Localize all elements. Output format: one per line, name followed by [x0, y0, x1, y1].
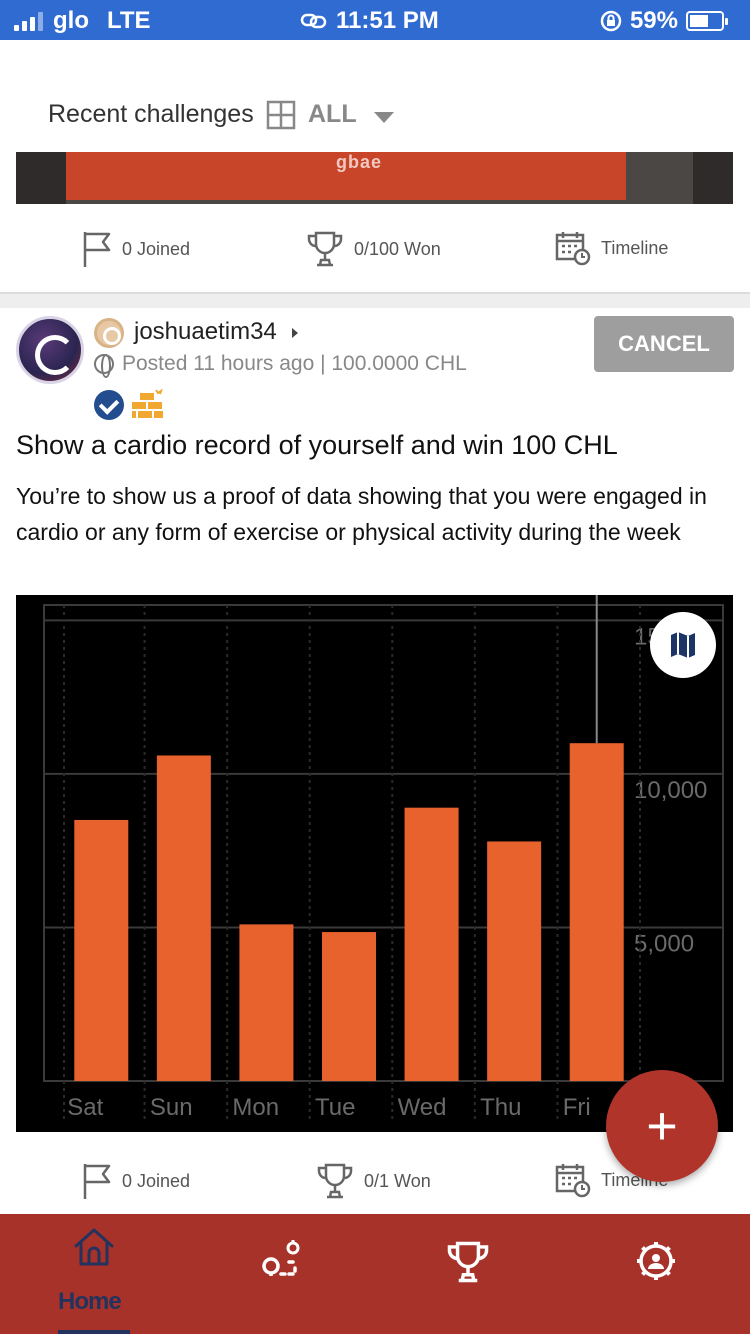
clock: 11:51 PM — [336, 7, 439, 34]
flag-icon — [83, 1164, 111, 1199]
page-title: Recent challenges — [48, 100, 254, 128]
timeline-button[interactable]: Timeline — [555, 1162, 668, 1198]
map-route-icon — [262, 1240, 300, 1276]
y-tick-label: 5,000 — [634, 930, 694, 957]
active-tab-indicator — [58, 1330, 130, 1334]
x-tick-label: Sat — [67, 1094, 103, 1121]
challenge-title: Show a cardio record of yourself and win… — [16, 430, 618, 460]
challenge-image[interactable]: gbae — [16, 152, 733, 204]
challenge-card: gbae 0 Joined 0/100 Won — [0, 152, 750, 292]
trophy-icon — [447, 1241, 489, 1283]
chevron-down-icon[interactable] — [374, 112, 394, 123]
card-divider — [0, 292, 750, 308]
nav-label-home: Home — [58, 1288, 122, 1315]
x-tick-label: Mon — [232, 1094, 279, 1121]
bar-mon — [239, 924, 294, 1081]
bar-sun — [156, 755, 211, 1081]
status-bar: glo LTE 11:51 PM 59% — [0, 0, 750, 40]
chart-frame — [43, 604, 724, 1082]
settings-icon — [637, 1242, 675, 1280]
battery-fill — [690, 15, 708, 27]
bottom-nav: Home — [0, 1214, 750, 1334]
avatar[interactable] — [16, 316, 84, 384]
battery-percent: 59% — [629, 7, 678, 34]
challenge-card: joshuaetim34 Posted 11 hours ago | 100.0… — [0, 308, 750, 1214]
header: Recent challenges ALL — [0, 40, 750, 152]
verified-badge-icon — [94, 390, 124, 420]
trophy-icon — [307, 231, 343, 267]
bar-fri — [569, 743, 624, 1081]
battery-icon — [686, 11, 728, 31]
joined-button[interactable]: 0 Joined — [82, 230, 190, 268]
map-button[interactable] — [650, 612, 716, 678]
x-tick-label: Wed — [398, 1094, 447, 1121]
nav-item-routes[interactable] — [187, 1214, 374, 1334]
nav-item-challenges[interactable] — [374, 1214, 561, 1334]
nav-item-home[interactable]: Home — [0, 1214, 187, 1334]
brick-badge-icon — [132, 388, 163, 418]
chevron-right-icon[interactable] — [292, 328, 298, 338]
nav-item-settings[interactable] — [561, 1214, 748, 1334]
post-meta: Posted 11 hours ago | 100.0000 CHL — [94, 352, 467, 378]
won-count: 0/1 Won — [364, 1170, 431, 1191]
joined-count: 0 Joined — [122, 1170, 191, 1191]
won-count: 0/100 Won — [354, 238, 441, 259]
home-icon — [74, 1228, 114, 1266]
x-tick-label: Thu — [480, 1094, 521, 1121]
timeline-label: Timeline — [601, 237, 669, 258]
trophy-icon — [317, 1163, 353, 1199]
cancel-button[interactable]: CANCEL — [594, 316, 734, 372]
signal-icon — [14, 11, 43, 31]
x-tick-label: Tue — [315, 1094, 355, 1121]
x-tick-label: Fri — [563, 1094, 591, 1121]
timeline-button[interactable]: Timeline — [555, 230, 668, 266]
user-level-badge-icon — [94, 318, 124, 348]
orientation-lock-icon — [600, 10, 622, 32]
filter-dropdown[interactable]: ALL — [308, 100, 357, 128]
joined-button[interactable]: 0 Joined — [82, 1162, 190, 1200]
posted-info: Posted 11 hours ago | 100.0000 CHL — [122, 352, 467, 375]
add-challenge-button[interactable]: + — [606, 1070, 718, 1182]
banner-logo: gbae — [336, 152, 383, 172]
bar-thu — [487, 841, 542, 1081]
flag-icon — [83, 232, 111, 267]
map-icon — [671, 632, 695, 658]
won-button[interactable]: 0/1 Won — [316, 1162, 431, 1200]
bar-wed — [404, 807, 459, 1081]
calendar-clock-icon — [555, 1164, 591, 1198]
won-button[interactable]: 0/100 Won — [306, 230, 441, 268]
bar-sat — [74, 819, 129, 1081]
bar-tue — [322, 932, 376, 1081]
y-tick-label: 10,000 — [634, 777, 707, 804]
link-icon — [300, 13, 327, 29]
x-tick-label: Sun — [150, 1094, 193, 1121]
joined-count: 0 Joined — [122, 238, 191, 259]
network-type: LTE — [107, 7, 151, 34]
globe-icon — [94, 354, 114, 378]
carrier-name: glo — [53, 7, 89, 34]
grid-icon[interactable] — [266, 100, 296, 130]
calendar-clock-icon — [555, 232, 591, 266]
challenge-description: You’re to show us a proof of data showin… — [16, 483, 707, 545]
username-link[interactable]: joshuaetim34 — [134, 318, 277, 345]
